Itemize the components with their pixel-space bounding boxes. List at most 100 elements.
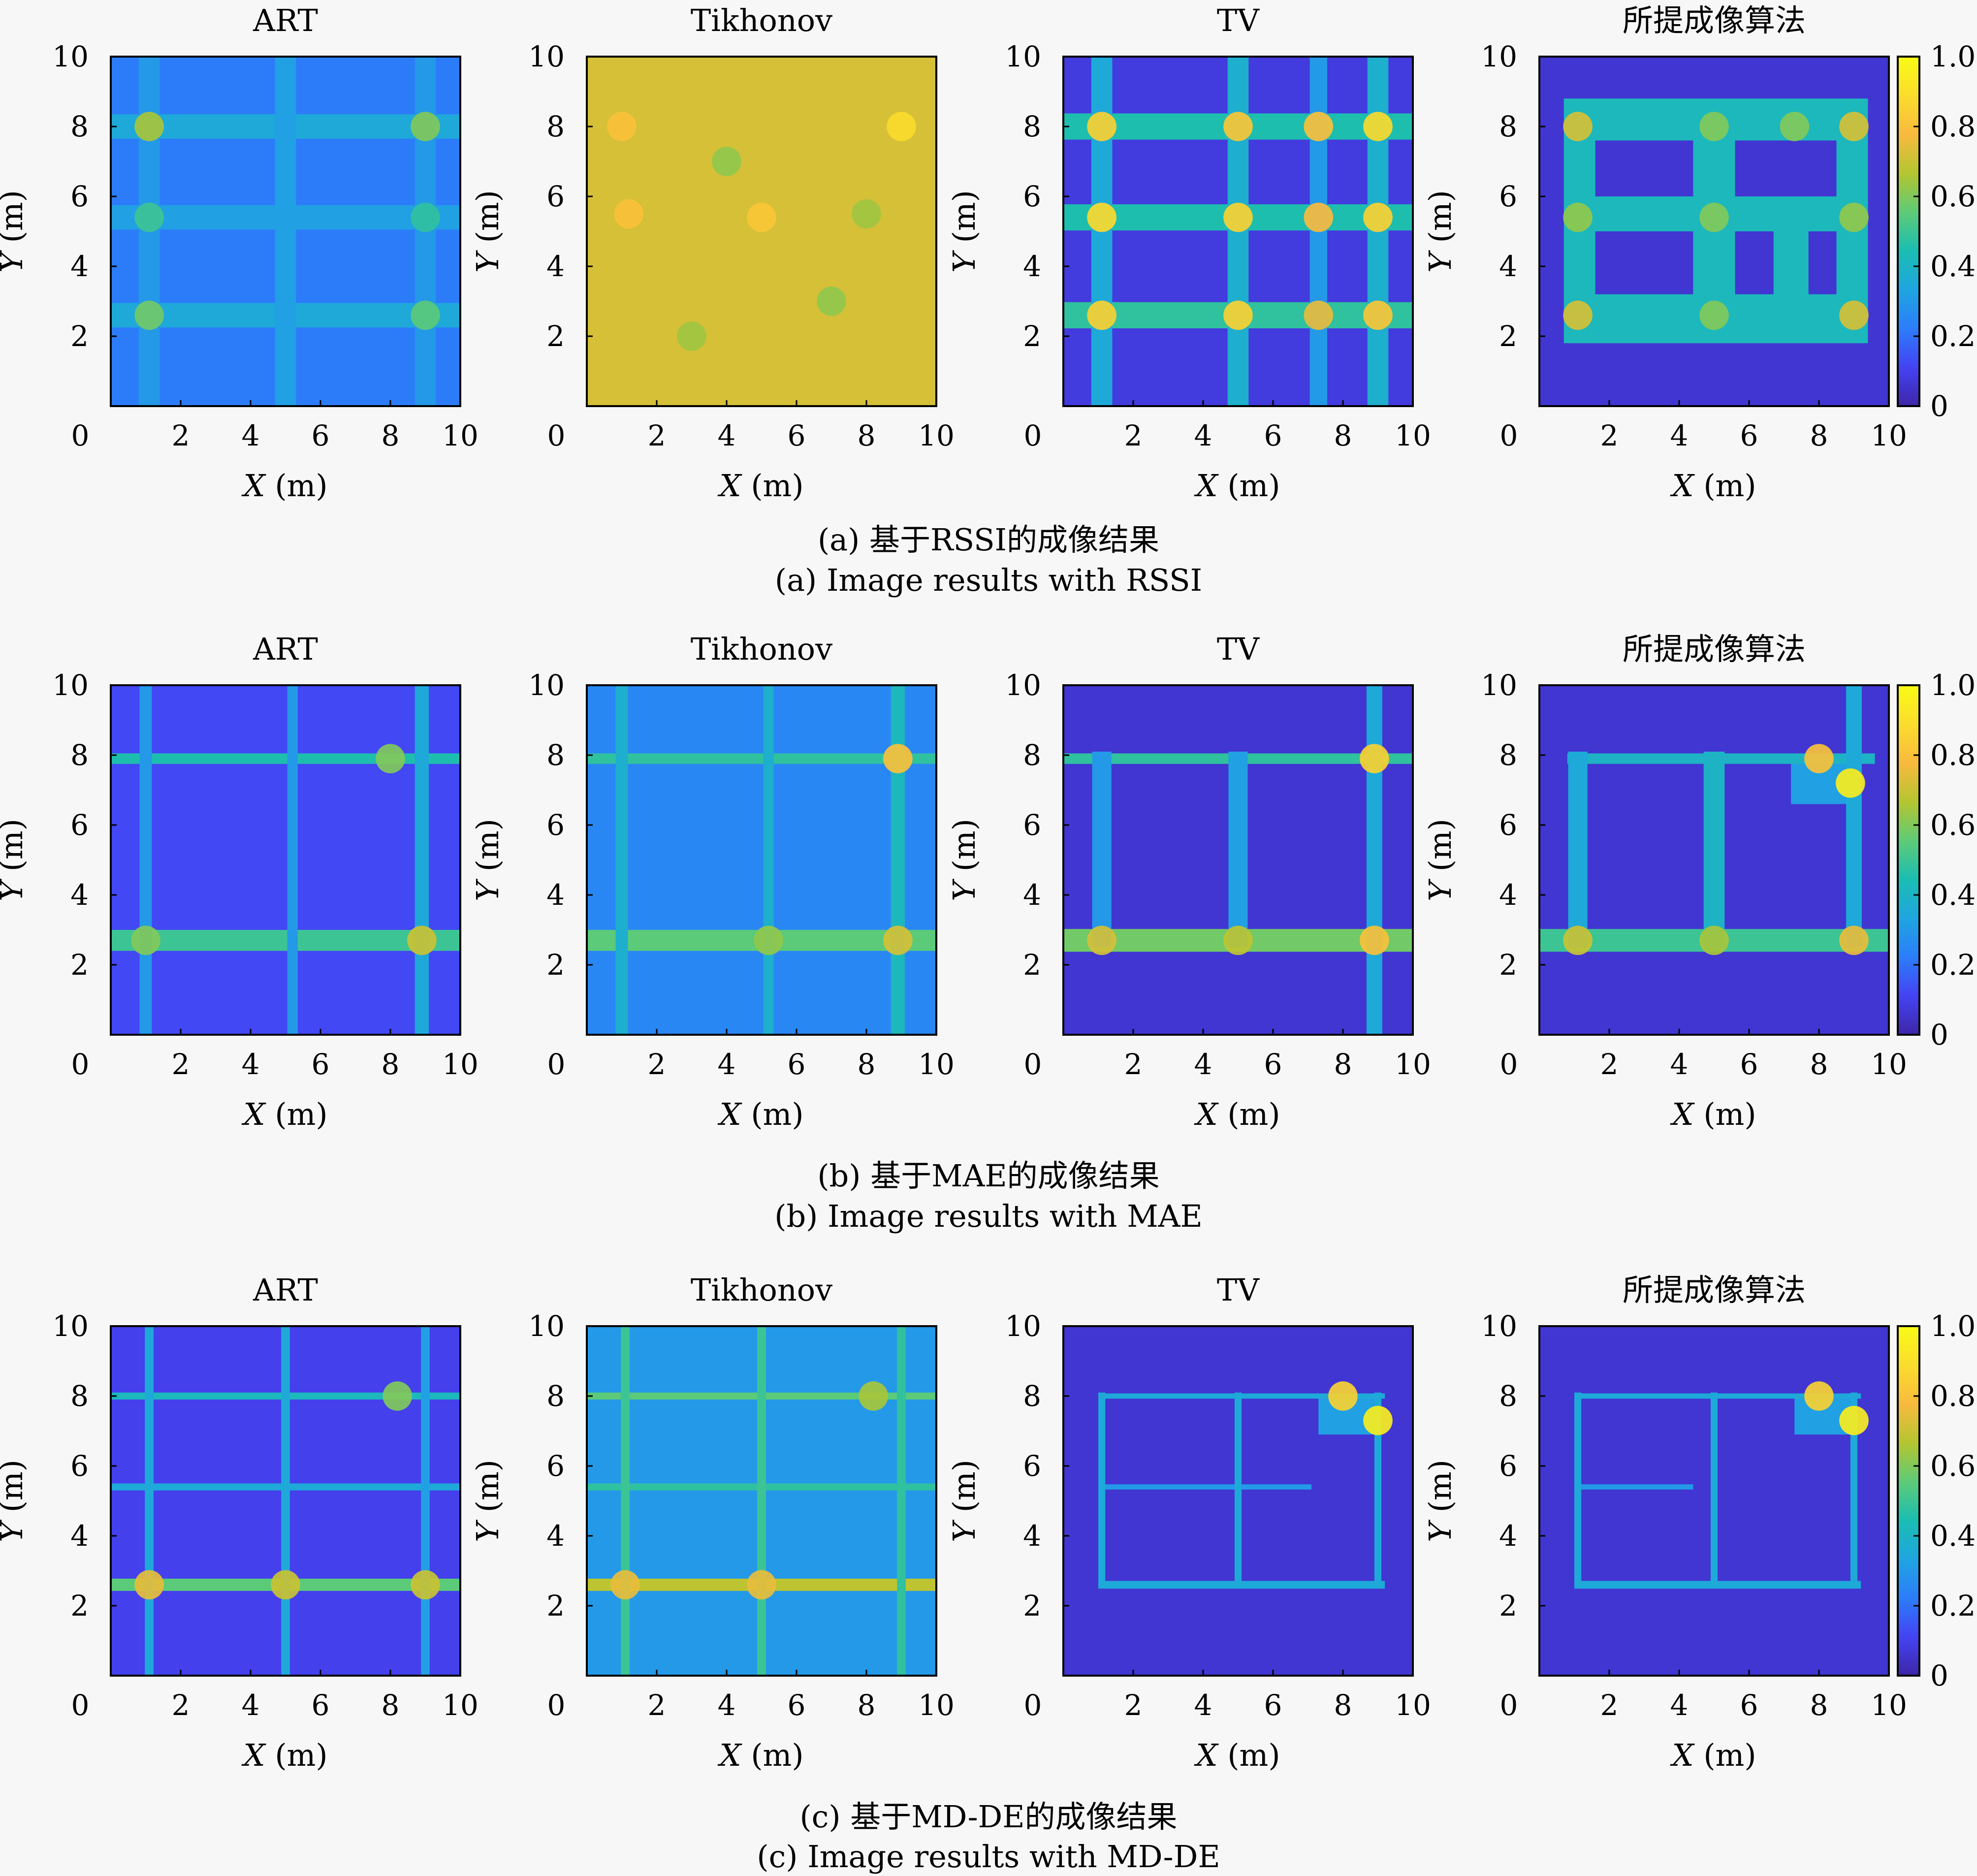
y-tick-label: 4 bbox=[546, 1519, 565, 1553]
panel-mdde-2: TV 0 2 4 6 8 10 2 4 6 8 10 X (m) Y (m) bbox=[946, 1272, 1431, 1773]
x-tick-label: 6 bbox=[1740, 1048, 1758, 1081]
panel-title: 所提成像算法 bbox=[1623, 2, 1806, 38]
y-tick-label: 10 bbox=[52, 668, 89, 702]
x-tick-label: 10 bbox=[1395, 1048, 1431, 1081]
y-axis-label: Y (m) bbox=[1422, 1460, 1458, 1542]
heatmap-hotspot-1 bbox=[1699, 112, 1729, 141]
y-axis-label: Y (m) bbox=[1422, 190, 1458, 273]
y-axis-label: Y (m) bbox=[946, 190, 982, 273]
y-tick-label: 2 bbox=[546, 948, 565, 982]
y-tick-label: 8 bbox=[1499, 1379, 1517, 1413]
heatmap-hotspot-7 bbox=[852, 199, 881, 229]
x-tick-label: 6 bbox=[312, 1048, 330, 1081]
axes-frame bbox=[1062, 56, 1414, 407]
colorbar-mdde: 0 0.2 0.4 0.6 0.8 1.0 bbox=[1897, 1309, 1976, 1692]
panel-title: ART bbox=[253, 631, 318, 667]
heatmap-hotspot-2 bbox=[134, 300, 164, 330]
x-axis-label: X (m) bbox=[241, 1096, 327, 1132]
caption-en-a: (a) Image results with RSSI bbox=[775, 562, 1202, 598]
caption-en-c: (c) Image results with MD-DE bbox=[757, 1839, 1220, 1875]
y-tick-label: 10 bbox=[52, 40, 89, 73]
heatmap-hotspot-3 bbox=[383, 1381, 413, 1411]
y-axis-label: Y (m) bbox=[0, 819, 30, 901]
x-tick-label: 4 bbox=[1670, 419, 1689, 452]
x-tick-label: 4 bbox=[242, 1048, 260, 1081]
heatmap-body bbox=[111, 685, 460, 1035]
y-tick-label: 2 bbox=[1499, 319, 1517, 353]
colorbar-tick-label: 0.4 bbox=[1930, 250, 1976, 283]
heatmap-wall-v-3 bbox=[145, 1326, 154, 1676]
x-tick-label: 4 bbox=[1194, 1688, 1212, 1722]
heatmap-hotspot-1 bbox=[883, 925, 913, 955]
x-tick-label: 10 bbox=[918, 419, 955, 452]
x-tick-label: 6 bbox=[312, 419, 330, 452]
x-tick-label: 10 bbox=[1871, 1688, 1907, 1722]
x-tick-label: 8 bbox=[858, 1048, 876, 1081]
colorbar-bar bbox=[1897, 56, 1920, 407]
heatmap-wall-h-0 bbox=[1098, 1581, 1385, 1589]
heatmap-hotspot-10 bbox=[1304, 300, 1334, 330]
panel-rssi-3: 所提成像算法 0 2 4 6 8 10 2 4 6 8 10 X (m) Y (m) bbox=[1422, 2, 1907, 504]
y-tick-label: 8 bbox=[1023, 110, 1041, 143]
y-tick-label: 8 bbox=[70, 1379, 89, 1413]
heatmap-hotspot-2 bbox=[607, 112, 637, 141]
heatmap-hotspot-0 bbox=[1087, 112, 1116, 141]
heatmap-hole-2 bbox=[1595, 231, 1693, 294]
axes-frame bbox=[1062, 684, 1414, 1036]
heatmap-wall-v-2 bbox=[615, 685, 628, 1035]
y-tick-label: 4 bbox=[546, 250, 565, 283]
colorbar-tick-label: 0.8 bbox=[1930, 738, 1976, 772]
heatmap-wall-v-4 bbox=[1710, 1392, 1718, 1589]
heatmap-hotspot-2 bbox=[1223, 925, 1253, 955]
heatmap-wall-h-1 bbox=[1574, 1484, 1693, 1490]
y-tick-label: 4 bbox=[70, 1519, 89, 1553]
x-axis-label: X (m) bbox=[1194, 1096, 1280, 1132]
x-tick-label: 10 bbox=[442, 1048, 478, 1081]
axes-frame bbox=[110, 684, 461, 1036]
heatmap-wall-h-1 bbox=[1098, 1484, 1312, 1490]
y-tick-label: 2 bbox=[1023, 948, 1041, 982]
heatmap-hotspot-2 bbox=[411, 1570, 440, 1600]
y-tick-label: 6 bbox=[546, 1449, 565, 1483]
y-tick-label: 6 bbox=[70, 180, 89, 213]
x-tick-label: 6 bbox=[1740, 419, 1758, 452]
heatmap-hotspot-3 bbox=[1839, 112, 1869, 141]
x-tick-label: 0 bbox=[1024, 419, 1042, 452]
heatmap-hotspot-4 bbox=[712, 147, 741, 176]
x-tick-label: 0 bbox=[71, 1048, 90, 1081]
heatmap-hotspot-0 bbox=[610, 1570, 640, 1600]
colorbar-tick-label: 0.8 bbox=[1930, 110, 1976, 143]
heatmap-hotspot-1 bbox=[747, 202, 776, 232]
heatmap-hotspot-1 bbox=[1363, 1405, 1393, 1435]
colorbar-tick-label: 0.6 bbox=[1930, 180, 1976, 213]
panel-mdde-1: Tikhonov 0 2 4 6 8 10 2 4 6 8 10 X (m) Y (m) bbox=[470, 1272, 955, 1773]
x-tick-label: 6 bbox=[788, 419, 806, 452]
x-tick-label: 8 bbox=[382, 1048, 400, 1081]
heatmap-hotspot-4 bbox=[1087, 202, 1116, 232]
y-tick-label: 10 bbox=[1005, 1309, 1041, 1343]
y-tick-label: 10 bbox=[52, 1309, 89, 1343]
x-axis-label: X (m) bbox=[241, 468, 327, 504]
heatmap-wall-v-4 bbox=[757, 1326, 766, 1676]
y-tick-label: 6 bbox=[1499, 808, 1517, 842]
heatmap-body bbox=[1539, 685, 1889, 1035]
heatmap-hotspot-1 bbox=[747, 1570, 776, 1600]
y-tick-label: 10 bbox=[528, 1309, 565, 1343]
y-tick-label: 4 bbox=[70, 250, 89, 283]
y-tick-label: 6 bbox=[70, 1449, 89, 1483]
x-tick-label: 6 bbox=[1264, 1688, 1282, 1722]
heatmap-wall-v-2 bbox=[1092, 751, 1112, 948]
panel-rssi-0: ART 0 2 4 6 8 10 2 4 6 8 10 X (m) Y (m) bbox=[0, 2, 478, 504]
y-tick-label: 6 bbox=[1023, 180, 1041, 213]
y-tick-label: 2 bbox=[1499, 1589, 1517, 1622]
heatmap-wall-v-3 bbox=[1098, 1392, 1106, 1589]
heatmap-hotspot-5 bbox=[411, 202, 440, 232]
x-tick-label: 4 bbox=[242, 1688, 260, 1722]
axes-frame bbox=[1538, 684, 1890, 1036]
y-tick-label: 2 bbox=[1499, 948, 1517, 982]
colorbar-tick-label: 0.2 bbox=[1930, 1589, 1976, 1622]
heatmap-hotspot-7 bbox=[1363, 202, 1393, 232]
x-tick-label: 8 bbox=[858, 419, 876, 452]
heatmap-background bbox=[111, 685, 460, 1035]
x-tick-label: 8 bbox=[1334, 1688, 1352, 1722]
